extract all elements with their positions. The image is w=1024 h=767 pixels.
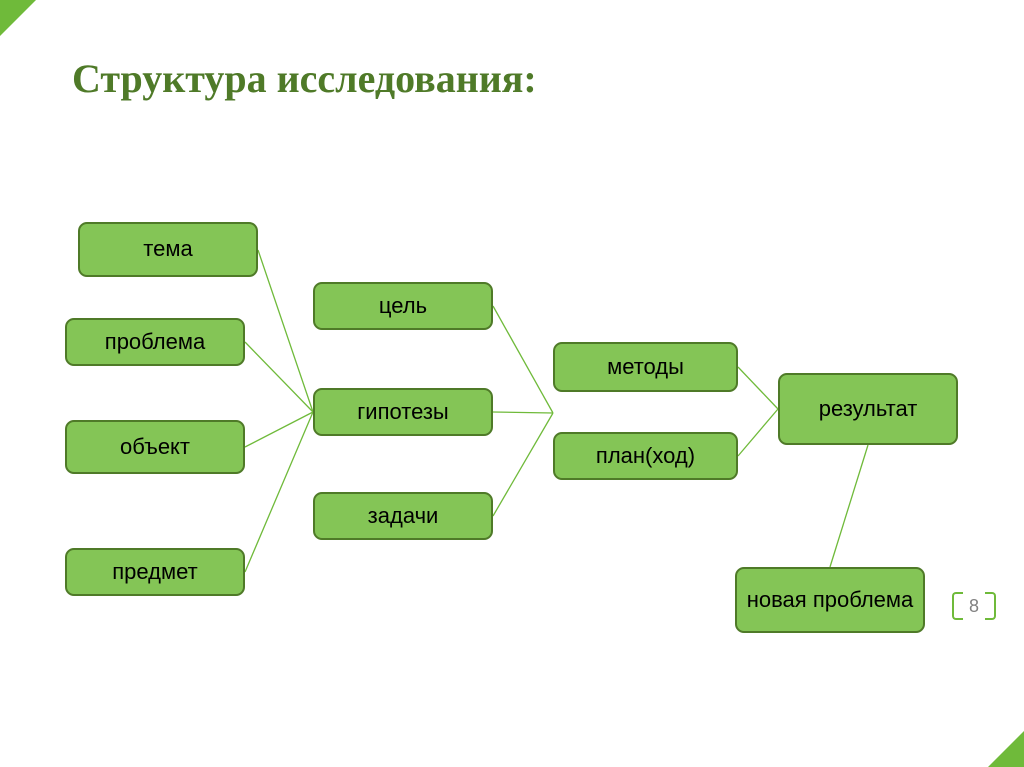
edge <box>245 342 313 412</box>
edge <box>245 412 313 572</box>
node-novaya: новая проблема <box>735 567 925 633</box>
edge <box>738 367 778 409</box>
edge <box>245 412 313 447</box>
node-gipotezy: гипотезы <box>313 388 493 436</box>
node-plan: план(ход) <box>553 432 738 480</box>
edge <box>258 250 313 412</box>
node-predmet: предмет <box>65 548 245 596</box>
edge <box>493 306 553 413</box>
edge <box>493 412 553 413</box>
edge <box>738 409 778 456</box>
node-tema: тема <box>78 222 258 277</box>
node-rezultat: результат <box>778 373 958 445</box>
node-problema: проблема <box>65 318 245 366</box>
node-zadachi: задачи <box>313 492 493 540</box>
edge <box>830 445 868 567</box>
node-metody: методы <box>553 342 738 392</box>
node-objekt: объект <box>65 420 245 474</box>
edge <box>493 413 553 516</box>
slide: Структура исследования: 8 темапроблемаоб… <box>0 0 1024 767</box>
node-tsel: цель <box>313 282 493 330</box>
